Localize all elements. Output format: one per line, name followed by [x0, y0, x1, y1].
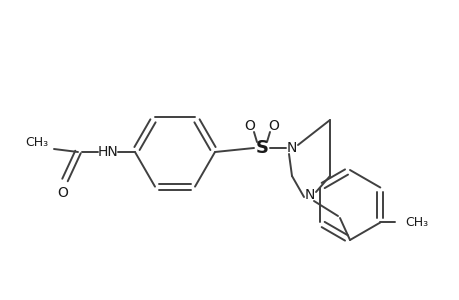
Text: CH₃: CH₃	[404, 216, 427, 229]
Text: N: N	[304, 188, 314, 202]
Text: N: N	[286, 141, 297, 155]
Text: O: O	[57, 186, 68, 200]
Text: HN: HN	[97, 145, 118, 159]
Text: CH₃: CH₃	[25, 136, 48, 149]
Text: O: O	[268, 119, 279, 133]
Text: O: O	[244, 119, 255, 133]
Text: S: S	[255, 139, 268, 157]
